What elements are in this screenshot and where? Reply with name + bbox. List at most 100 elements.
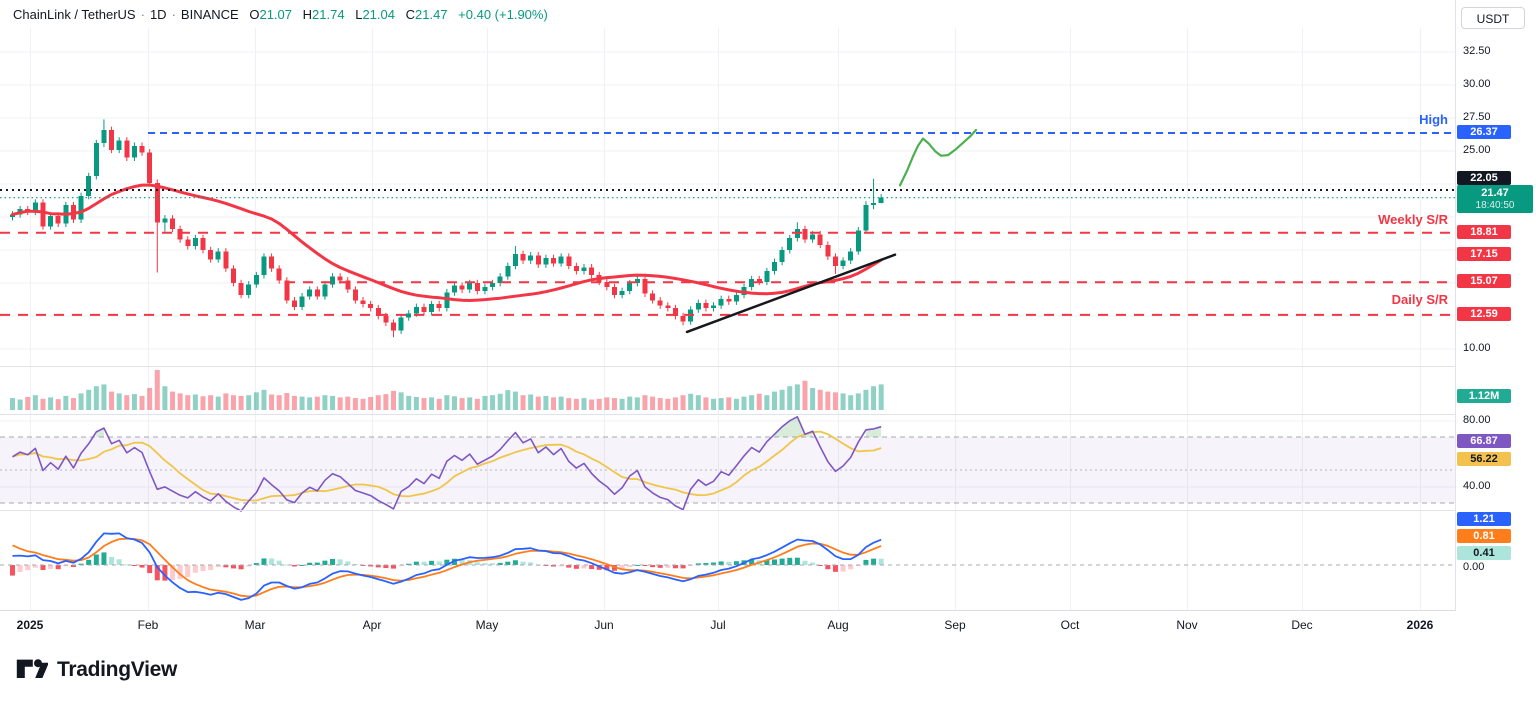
volume-bar (147, 388, 153, 410)
candle-body (429, 304, 435, 313)
macd-histogram-bar (40, 565, 46, 570)
chart-canvas[interactable] (0, 0, 1456, 612)
candle-body (672, 308, 678, 317)
candle-body (162, 218, 168, 223)
price-axis-border (1455, 0, 1456, 610)
volume-bar (627, 396, 633, 410)
volume-bar (718, 398, 724, 410)
change-value: +0.40 (+1.90%) (458, 7, 548, 22)
macd-histogram-bar (48, 565, 54, 569)
candle-body (307, 289, 313, 297)
volume-bar (680, 395, 686, 410)
volume-bar (581, 398, 587, 410)
candle-body (147, 152, 153, 183)
volume-bar (307, 397, 313, 410)
macd-histogram-bar (451, 558, 457, 565)
volume-bar (25, 397, 31, 410)
macd-histogram-bar (131, 565, 137, 566)
macd-histogram-bar (421, 561, 427, 565)
daily-sr-badge: 12.59 (1457, 307, 1511, 321)
weekly-sr-label[interactable]: Weekly S/R (1378, 212, 1448, 227)
currency-toggle-button[interactable]: USDT (1461, 7, 1525, 29)
macd-histogram-bar (307, 562, 313, 565)
price-axis[interactable]: USDT 32.50 30.00 27.50 25.00 10.00 80.00… (1456, 0, 1536, 640)
volume-bar (802, 380, 808, 410)
candle-body (375, 308, 381, 317)
volume-bar (246, 395, 252, 410)
volume-bar (200, 396, 206, 410)
macd-histogram-bar (177, 565, 183, 579)
volume-bar (223, 393, 229, 410)
exchange-label[interactable]: BINANCE (180, 7, 239, 22)
ma-line (11, 183, 883, 302)
candle-body (733, 294, 739, 302)
time-label: Feb (137, 618, 159, 632)
ma-value-badge: 17.15 (1457, 247, 1511, 261)
volume-bar (650, 396, 656, 410)
time-axis[interactable]: 2025 Feb Mar Apr May Jun Jul Aug Sep Oct Nov Dec 202… (0, 610, 1536, 640)
macd-histogram-bar (238, 565, 244, 570)
macd-histogram-bar (573, 565, 579, 569)
macd-histogram-bar (444, 559, 450, 565)
macd-histogram-bar (345, 561, 351, 565)
candle-body (284, 280, 290, 301)
volume-bar (535, 396, 541, 410)
volume-bar (86, 389, 92, 410)
projection-path (898, 128, 978, 187)
volume-bar (421, 398, 427, 410)
volume-bar (337, 397, 343, 410)
high-line-label[interactable]: High (1419, 112, 1448, 127)
daily-sr-label[interactable]: Daily S/R (1391, 292, 1448, 307)
macd-histogram-bar (70, 565, 76, 567)
macd-histogram-bar (86, 559, 92, 565)
macd-histogram-bar (779, 558, 785, 565)
candle-body (383, 316, 389, 323)
macd-histogram-bar (429, 560, 435, 565)
volume-bar (505, 390, 511, 410)
low-label: L (355, 7, 363, 22)
candle-body (490, 283, 496, 288)
candle-body (192, 238, 198, 247)
candle-body (634, 279, 640, 284)
volume-bar (512, 391, 518, 410)
time-label: May (475, 618, 499, 632)
candle-body (253, 275, 259, 285)
candle-body (817, 234, 823, 245)
candle-body (657, 300, 663, 306)
time-label: Jun (594, 618, 614, 632)
macd-zero-tick: 0.00 (1463, 561, 1485, 573)
candle-body (558, 256, 564, 264)
open-value: 21.07 (259, 7, 293, 22)
candle-body (543, 258, 549, 265)
macd-histogram-bar (32, 565, 38, 568)
volume-bar (78, 393, 84, 410)
volume-bar (444, 395, 450, 410)
candle-body (787, 238, 793, 251)
footer-brand[interactable]: TradingView (16, 651, 177, 689)
volume-bar (657, 398, 663, 410)
candle-body (238, 283, 244, 295)
macd-histogram-bar (581, 565, 587, 569)
macd-histogram-bar (810, 562, 816, 565)
interval-label[interactable]: 1D (149, 7, 167, 22)
macd-histogram-bar (832, 565, 838, 572)
macd-histogram-bar (551, 565, 557, 567)
low-value: 21.04 (362, 7, 395, 22)
volume-bar (375, 395, 381, 410)
price-tick: 27.50 (1463, 111, 1491, 123)
symbol-name[interactable]: ChainLink / TetherUS (13, 7, 136, 22)
macd-histogram-bar (802, 560, 808, 565)
volume-bar (413, 397, 419, 410)
candle-body (177, 228, 183, 240)
macd-histogram-bar (375, 565, 381, 568)
candle-body (863, 205, 869, 231)
macd-histogram-bar (642, 565, 648, 567)
candle-body (322, 284, 328, 297)
volume-bar (596, 398, 602, 410)
macd-histogram-bar (787, 557, 793, 565)
candle-body (467, 283, 473, 290)
macd-histogram-bar (794, 557, 800, 565)
trendline (685, 253, 897, 334)
candle-body (116, 140, 122, 150)
volume-bar (474, 398, 480, 410)
